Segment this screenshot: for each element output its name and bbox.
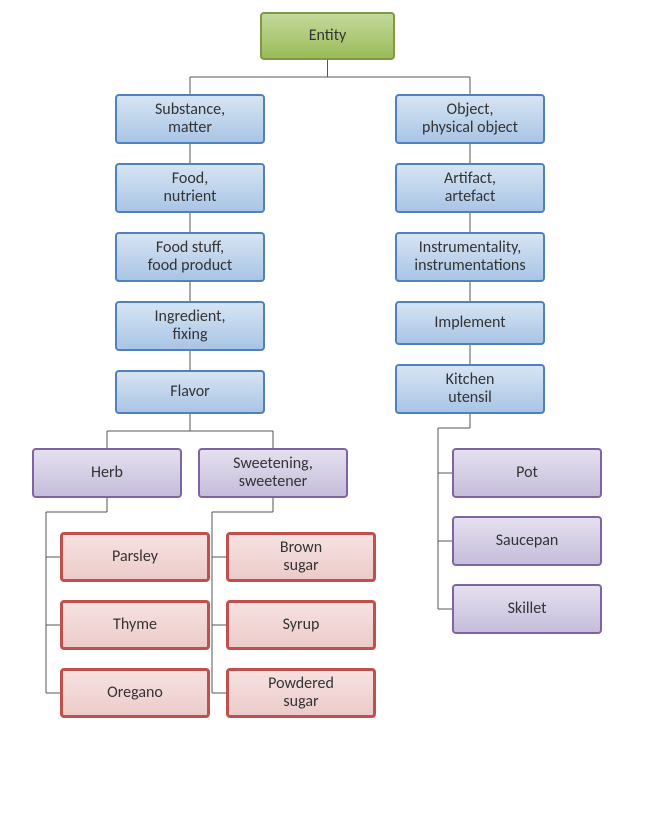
- node-kitchen: Kitchen utensil: [395, 364, 545, 414]
- node-instrument: Instrumentality, instrumentations: [395, 232, 545, 282]
- node-herb: Herb: [32, 448, 182, 498]
- node-label: Entity: [309, 27, 347, 45]
- node-label: Thyme: [113, 616, 157, 634]
- node-oregano: Oregano: [60, 668, 210, 718]
- node-label: Ingredient, fixing: [155, 308, 226, 345]
- node-label: Oregano: [107, 684, 163, 702]
- node-label: Substance, matter: [155, 101, 225, 138]
- node-saucepan: Saucepan: [452, 516, 602, 566]
- node-label: Brown sugar: [280, 539, 322, 576]
- node-food: Food, nutrient: [115, 163, 265, 213]
- node-brownsugar: Brown sugar: [226, 532, 376, 582]
- node-pot: Pot: [452, 448, 602, 498]
- node-label: Parsley: [112, 548, 158, 566]
- node-implement: Implement: [395, 301, 545, 345]
- node-label: Powdered sugar: [268, 675, 334, 712]
- node-label: Artifact, artefact: [444, 170, 496, 207]
- node-label: Saucepan: [496, 532, 559, 550]
- node-sweetener: Sweetening, sweetener: [198, 448, 348, 498]
- node-object: Object, physical object: [395, 94, 545, 144]
- node-label: Skillet: [508, 600, 547, 618]
- node-label: Instrumentality, instrumentations: [414, 239, 525, 276]
- node-syrup: Syrup: [226, 600, 376, 650]
- node-label: Flavor: [170, 383, 210, 401]
- node-label: Kitchen utensil: [446, 371, 495, 408]
- node-label: Pot: [516, 464, 538, 482]
- node-skillet: Skillet: [452, 584, 602, 634]
- node-label: Implement: [434, 314, 505, 332]
- node-thyme: Thyme: [60, 600, 210, 650]
- node-label: Herb: [91, 464, 123, 482]
- node-parsley: Parsley: [60, 532, 210, 582]
- node-ingredient: Ingredient, fixing: [115, 301, 265, 351]
- node-foodstuff: Food stuff, food product: [115, 232, 265, 282]
- node-label: Food stuff, food product: [148, 239, 233, 276]
- node-label: Sweetening, sweetener: [233, 455, 313, 492]
- node-label: Syrup: [283, 616, 320, 634]
- node-substance: Substance, matter: [115, 94, 265, 144]
- node-entity: Entity: [260, 12, 395, 60]
- node-flavor: Flavor: [115, 370, 265, 414]
- node-label: Object, physical object: [422, 101, 518, 138]
- node-label: Food, nutrient: [164, 170, 217, 207]
- node-artifact: Artifact, artefact: [395, 163, 545, 213]
- node-powdsugar: Powdered sugar: [226, 668, 376, 718]
